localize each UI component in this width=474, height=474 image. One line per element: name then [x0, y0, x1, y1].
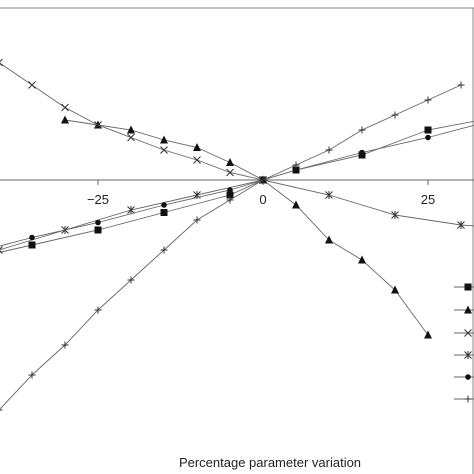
data-point — [358, 126, 366, 134]
data-point — [94, 226, 102, 234]
data-point — [226, 191, 234, 199]
data-point — [160, 146, 168, 154]
data-point — [0, 58, 3, 67]
data-point — [61, 115, 69, 124]
data-point — [28, 81, 36, 89]
data-point — [292, 161, 300, 169]
data-point — [127, 125, 135, 134]
data-point — [61, 341, 69, 349]
data-point — [325, 191, 333, 199]
data-point — [94, 306, 102, 314]
data-point — [193, 216, 201, 224]
data-point — [161, 202, 167, 208]
data-point — [160, 209, 168, 216]
legend — [454, 283, 474, 403]
series-asterisk — [0, 176, 474, 254]
legend-entry — [454, 351, 474, 359]
data-point — [457, 81, 465, 89]
data-point — [464, 351, 472, 359]
data-point — [464, 305, 472, 314]
series-line — [0, 84, 462, 410]
series-layer — [0, 58, 474, 411]
data-point — [292, 200, 300, 209]
data-point — [226, 158, 234, 166]
data-point — [29, 234, 35, 241]
x-axis-ticks: −75−50−2502550 — [87, 180, 435, 207]
data-point — [457, 221, 465, 229]
data-point — [425, 134, 431, 141]
data-point — [127, 133, 135, 142]
data-point — [424, 126, 432, 134]
data-point — [464, 329, 472, 337]
data-point — [227, 187, 233, 193]
data-point — [359, 149, 365, 156]
x-tick-label: 0 — [259, 192, 266, 207]
data-point — [95, 219, 101, 226]
series-plus — [0, 81, 465, 411]
data-point — [391, 111, 399, 119]
legend-entry — [454, 395, 474, 403]
data-point — [94, 121, 102, 129]
legend-entry — [454, 329, 474, 337]
x-tick-label: −25 — [87, 192, 109, 207]
data-point — [259, 176, 267, 184]
data-point — [226, 168, 234, 177]
data-point — [193, 156, 201, 164]
data-point — [465, 374, 471, 380]
data-point — [464, 395, 472, 403]
data-point — [160, 135, 168, 144]
series-x — [0, 58, 267, 184]
data-point — [28, 241, 36, 249]
x-axis-title: Percentage parameter variation — [179, 455, 361, 470]
data-point — [0, 409, 3, 411]
data-point — [28, 371, 36, 379]
series-line — [64, 119, 429, 336]
data-point — [226, 196, 234, 204]
series-line — [0, 179, 474, 251]
legend-entry — [454, 305, 474, 314]
data-point — [391, 211, 399, 219]
legend-entry — [454, 374, 474, 380]
data-point — [325, 235, 333, 244]
data-point — [424, 96, 432, 104]
data-point — [325, 146, 333, 154]
data-point — [160, 246, 168, 254]
data-point — [391, 285, 399, 294]
data-point — [127, 276, 135, 284]
data-point — [193, 143, 201, 151]
data-point — [61, 103, 69, 112]
series-line — [0, 120, 474, 253]
data-point — [0, 246, 3, 254]
data-point — [127, 206, 135, 214]
legend-entry — [454, 283, 474, 291]
data-point — [464, 283, 472, 291]
x-tick-label: 25 — [421, 192, 435, 207]
data-point — [358, 255, 366, 264]
data-point — [293, 167, 299, 173]
data-point — [424, 330, 432, 339]
series-line — [0, 62, 264, 181]
